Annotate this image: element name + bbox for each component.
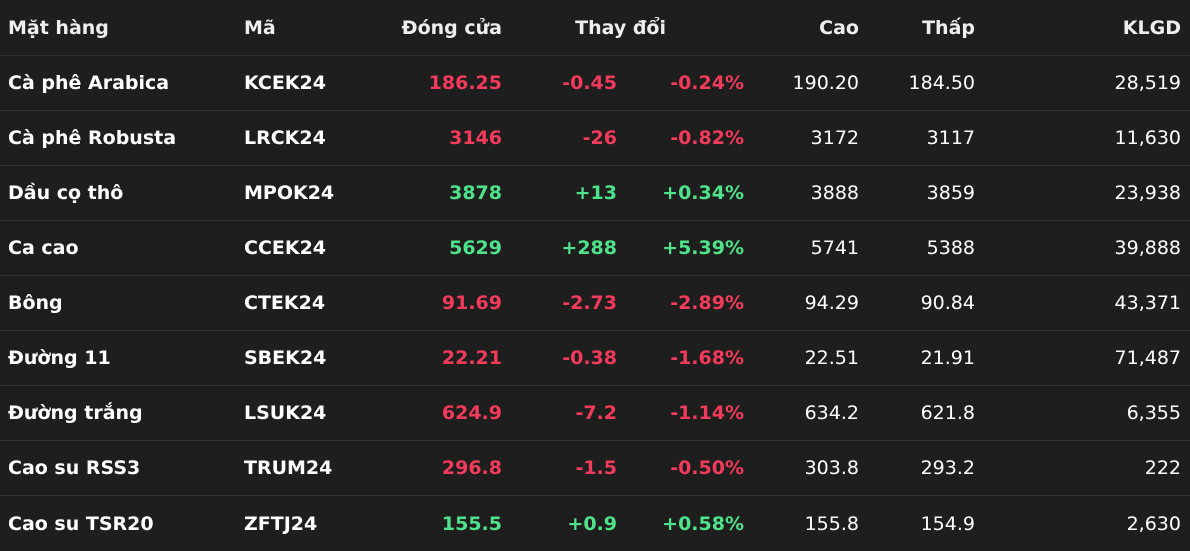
header-change[interactable]: Thay đổi <box>575 16 666 39</box>
close-price: 624.9 <box>441 402 502 424</box>
header-commodity[interactable]: Mặt hàng <box>8 16 109 39</box>
percent-change: -2.89% <box>670 292 744 314</box>
low-price: 621.8 <box>920 402 975 424</box>
percent-change: -1.68% <box>670 347 744 369</box>
header-high[interactable]: Cao <box>819 16 859 39</box>
table-row[interactable]: Đường 11 SBEK24 22.21 -0.38 -1.68% 22.51 21.91… <box>0 331 1190 386</box>
commodity-name: Bông <box>8 292 63 314</box>
high-price: 3172 <box>810 127 859 149</box>
commodity-code: MPOK24 <box>244 182 335 204</box>
commodity-name: Đường 11 <box>8 347 111 369</box>
volume: 6,355 <box>1126 402 1181 424</box>
low-price: 154.9 <box>920 512 975 535</box>
commodity-code: CCEK24 <box>244 237 327 259</box>
close-price: 5629 <box>449 237 502 259</box>
volume: 28,519 <box>1114 72 1181 94</box>
price-change: +0.9 <box>567 512 617 535</box>
low-price: 293.2 <box>920 457 975 479</box>
table-row[interactable]: Cao su RSS3 TRUM24 296.8 -1.5 -0.50% 303.8 293… <box>0 441 1190 496</box>
close-price: 186.25 <box>428 72 502 94</box>
price-change: +13 <box>574 182 617 204</box>
percent-change: -1.14% <box>670 402 744 424</box>
commodity-name: Cao su RSS3 <box>8 457 141 479</box>
close-price: 3878 <box>449 182 502 204</box>
volume: 71,487 <box>1114 347 1181 369</box>
commodity-code: SBEK24 <box>244 347 327 369</box>
low-price: 5388 <box>926 237 975 259</box>
table-row[interactable]: Bông CTEK24 91.69 -2.73 -2.89% 94.29 90.84 43,3… <box>0 276 1190 331</box>
commodity-code: CTEK24 <box>244 292 326 314</box>
price-change: +288 <box>561 237 617 259</box>
high-price: 5741 <box>810 237 859 259</box>
commodity-name: Cao su TSR20 <box>8 512 154 535</box>
commodity-name: Cà phê Robusta <box>8 127 177 149</box>
table-header-row: Mặt hàng Mã Đóng cửa Thay đổi Cao Thấp K… <box>0 0 1190 56</box>
percent-change: -0.50% <box>670 457 744 479</box>
volume: 222 <box>1144 457 1181 479</box>
table-row[interactable]: Ca cao CCEK24 5629 +288 +5.39% 5741 5388 39,888 <box>0 221 1190 276</box>
table-row[interactable]: Đường trắng LSUK24 624.9 -7.2 -1.14% 634.2 621… <box>0 386 1190 441</box>
high-price: 634.2 <box>804 402 859 424</box>
commodity-code: LRCK24 <box>244 127 326 149</box>
price-change: -1.5 <box>575 457 617 479</box>
table-row[interactable]: Cao su TSR20 ZFTJ24 155.5 +0.9 +0.58% 155.8 15… <box>0 496 1190 551</box>
commodity-code: LSUK24 <box>244 402 327 424</box>
low-price: 184.50 <box>908 72 975 94</box>
header-close[interactable]: Đóng cửa <box>401 16 502 39</box>
commodity-code: ZFTJ24 <box>244 512 318 535</box>
high-price: 94.29 <box>804 292 859 314</box>
percent-change: +5.39% <box>662 237 744 259</box>
price-change: -0.45 <box>562 72 617 94</box>
table-row[interactable]: Cà phê Robusta LRCK24 3146 -26 -0.82% 3172 311… <box>0 111 1190 166</box>
high-price: 3888 <box>810 182 859 204</box>
price-change: -26 <box>582 127 617 149</box>
commodity-name: Dầu cọ thô <box>8 182 124 204</box>
header-code[interactable]: Mã <box>244 16 276 39</box>
high-price: 190.20 <box>792 72 859 94</box>
low-price: 21.91 <box>920 347 975 369</box>
commodity-name: Đường trắng <box>8 402 143 424</box>
volume: 39,888 <box>1114 237 1181 259</box>
price-change: -7.2 <box>575 402 617 424</box>
commodity-name: Cà phê Arabica <box>8 72 170 94</box>
high-price: 22.51 <box>804 347 859 369</box>
percent-change: +0.58% <box>662 512 744 535</box>
high-price: 303.8 <box>804 457 859 479</box>
close-price: 296.8 <box>441 457 502 479</box>
volume: 43,371 <box>1114 292 1181 314</box>
low-price: 3859 <box>926 182 975 204</box>
volume: 23,938 <box>1114 182 1181 204</box>
close-price: 22.21 <box>441 347 502 369</box>
low-price: 3117 <box>926 127 975 149</box>
header-volume[interactable]: KLGD <box>1122 16 1181 39</box>
percent-change: -0.82% <box>670 127 744 149</box>
low-price: 90.84 <box>920 292 975 314</box>
price-change: -2.73 <box>562 292 617 314</box>
table-row[interactable]: Cà phê Arabica KCEK24 186.25 -0.45 -0.24% 190… <box>0 56 1190 111</box>
close-price: 155.5 <box>441 512 502 535</box>
table-row[interactable]: Dầu cọ thô MPOK24 3878 +13 +0.34% 3888 3859 23,… <box>0 166 1190 221</box>
table-body: Cà phê Arabica KCEK24 186.25 -0.45 -0.24% 190… <box>0 56 1190 551</box>
price-change: -0.38 <box>562 347 617 369</box>
volume: 2,630 <box>1126 512 1181 535</box>
header-low[interactable]: Thấp <box>922 16 975 39</box>
commodity-code: TRUM24 <box>244 457 333 479</box>
volume: 11,630 <box>1114 127 1181 149</box>
commodity-code: KCEK24 <box>244 72 326 94</box>
percent-change: -0.24% <box>670 72 744 94</box>
close-price: 3146 <box>449 127 502 149</box>
percent-change: +0.34% <box>662 182 744 204</box>
close-price: 91.69 <box>441 292 502 314</box>
high-price: 155.8 <box>804 512 859 535</box>
commodity-name: Ca cao <box>8 237 79 259</box>
